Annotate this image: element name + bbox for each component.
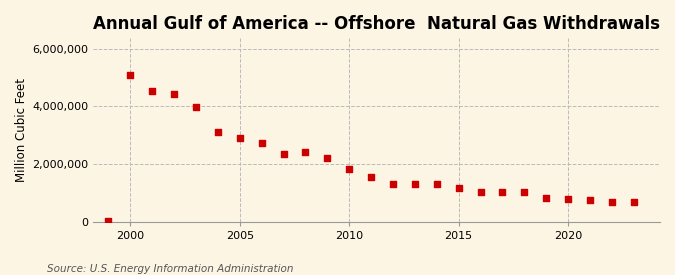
Point	[169, 91, 180, 96]
Point	[190, 105, 201, 109]
Point	[563, 197, 574, 202]
Point	[585, 198, 595, 202]
Point	[410, 182, 421, 186]
Point	[300, 150, 311, 154]
Y-axis label: Million Cubic Feet: Million Cubic Feet	[15, 78, 28, 182]
Point	[125, 73, 136, 77]
Point	[519, 189, 530, 194]
Point	[234, 136, 245, 140]
Point	[366, 175, 377, 179]
Title: Annual Gulf of America -- Offshore  Natural Gas Withdrawals: Annual Gulf of America -- Offshore Natur…	[93, 15, 660, 33]
Point	[213, 129, 223, 134]
Point	[431, 182, 442, 186]
Point	[322, 156, 333, 161]
Point	[475, 190, 486, 194]
Point	[541, 196, 551, 200]
Point	[256, 141, 267, 145]
Point	[147, 89, 158, 93]
Point	[387, 182, 398, 186]
Point	[606, 199, 617, 204]
Point	[628, 200, 639, 205]
Point	[497, 190, 508, 194]
Point	[278, 152, 289, 156]
Point	[453, 186, 464, 190]
Point	[344, 166, 354, 171]
Point	[103, 219, 114, 223]
Text: Source: U.S. Energy Information Administration: Source: U.S. Energy Information Administ…	[47, 264, 294, 274]
